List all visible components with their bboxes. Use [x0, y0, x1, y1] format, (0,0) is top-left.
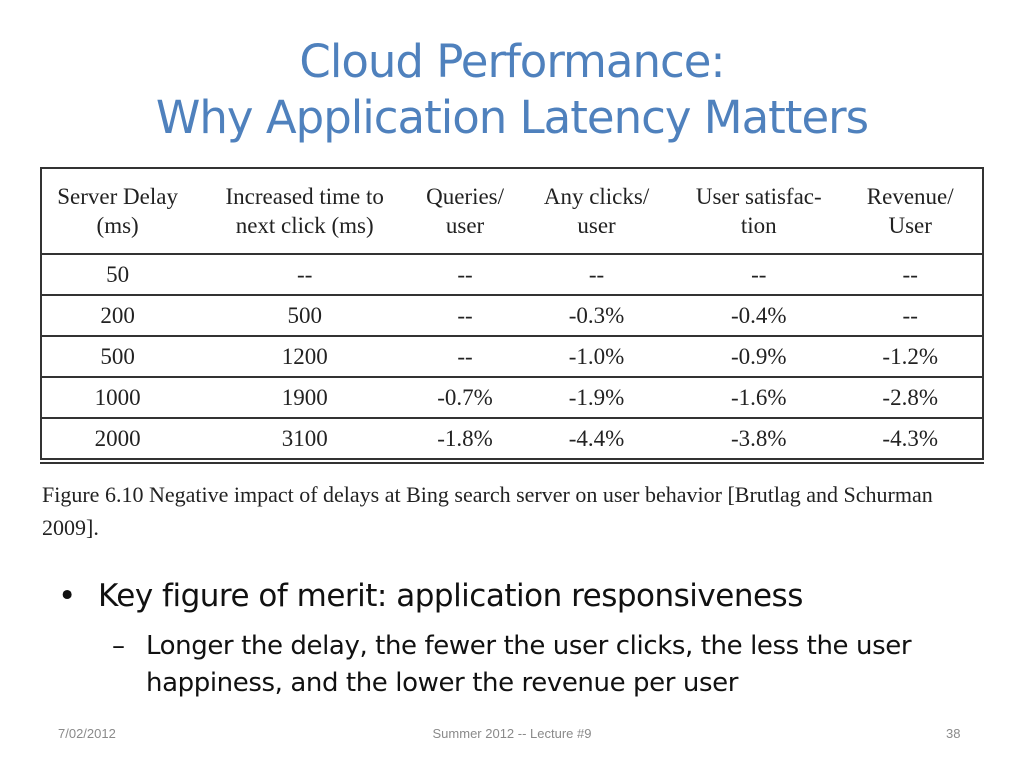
table-cell: -1.6% — [679, 377, 839, 419]
table-cell: -- — [416, 295, 514, 337]
sub-bullet-marker: – — [112, 631, 125, 661]
slide-number: 38 — [946, 726, 961, 741]
table-cell: 3100 — [193, 418, 417, 460]
column-header: Any clicks/ user — [513, 168, 680, 255]
table-cell: -- — [513, 254, 680, 296]
table-cell: 50 — [41, 254, 194, 296]
table-cell: -- — [416, 336, 514, 378]
column-header: Increased time to next click (ms) — [193, 168, 417, 255]
table-cell: -1.0% — [513, 336, 680, 378]
table-cell: -- — [838, 254, 983, 296]
table-cell: 1900 — [193, 377, 417, 419]
table-cell: -2.8% — [838, 377, 983, 419]
table-cell: -0.3% — [513, 295, 680, 337]
footer-lecture: Summer 2012 -- Lecture #9 — [432, 726, 592, 741]
table-cell: 1000 — [41, 377, 194, 419]
title-line-1: Cloud Performance: — [299, 35, 725, 88]
table-cell: 500 — [41, 336, 194, 378]
latency-table: Server Delay (ms) Increased time to next … — [40, 167, 984, 460]
table-cell: 500 — [193, 295, 417, 337]
table-row: 200 500 -- -0.3% -0.4% -- — [41, 295, 983, 337]
table-row: 1000 1900 -0.7% -1.9% -1.6% -2.8% — [41, 377, 983, 419]
table-cell: -0.9% — [679, 336, 839, 378]
title-line-2: Why Application Latency Matters — [155, 91, 869, 144]
footer-date: 7/02/2012 — [58, 726, 116, 741]
table-cell: 200 — [41, 295, 194, 337]
column-header: User satisfac- tion — [679, 168, 839, 255]
column-header: Revenue/ User — [838, 168, 983, 255]
table-cell: -0.7% — [416, 377, 514, 419]
table-row: 2000 3100 -1.8% -4.4% -3.8% -4.3% — [41, 418, 983, 460]
table-cell: -4.3% — [838, 418, 983, 460]
sub-bullet-text: Longer the delay, the fewer the user cli… — [146, 631, 912, 698]
table-row: 50 -- -- -- -- -- — [41, 254, 983, 296]
slide-title: Cloud Performance: Why Application Laten… — [0, 34, 1024, 146]
table-cell: -- — [679, 254, 839, 296]
table-row: 500 1200 -- -1.0% -0.9% -1.2% — [41, 336, 983, 378]
table-cell: -4.4% — [513, 418, 680, 460]
column-header: Server Delay (ms) — [41, 168, 194, 255]
figure-caption: Figure 6.10 Negative impact of delays at… — [42, 482, 933, 540]
table-bottom-rule — [40, 462, 984, 467]
table-cell: -3.8% — [679, 418, 839, 460]
bullet-text: Key figure of merit: application respons… — [98, 578, 803, 614]
column-header: Queries/ user — [416, 168, 514, 255]
table-cell: -1.8% — [416, 418, 514, 460]
table-cell: -0.4% — [679, 295, 839, 337]
sub-bullet-item: – Longer the delay, the fewer the user cl… — [112, 628, 932, 702]
table-cell: -1.2% — [838, 336, 983, 378]
table-cell: 2000 — [41, 418, 194, 460]
table-cell: 1200 — [193, 336, 417, 378]
bullet-marker: • — [58, 578, 76, 614]
table-cell: -1.9% — [513, 377, 680, 419]
bullet-item: • Key figure of merit: application respon… — [58, 578, 803, 614]
table-cell: -- — [416, 254, 514, 296]
table-header-row: Server Delay (ms) Increased time to next … — [41, 168, 983, 255]
table-cell: -- — [193, 254, 417, 296]
table-cell: -- — [838, 295, 983, 337]
